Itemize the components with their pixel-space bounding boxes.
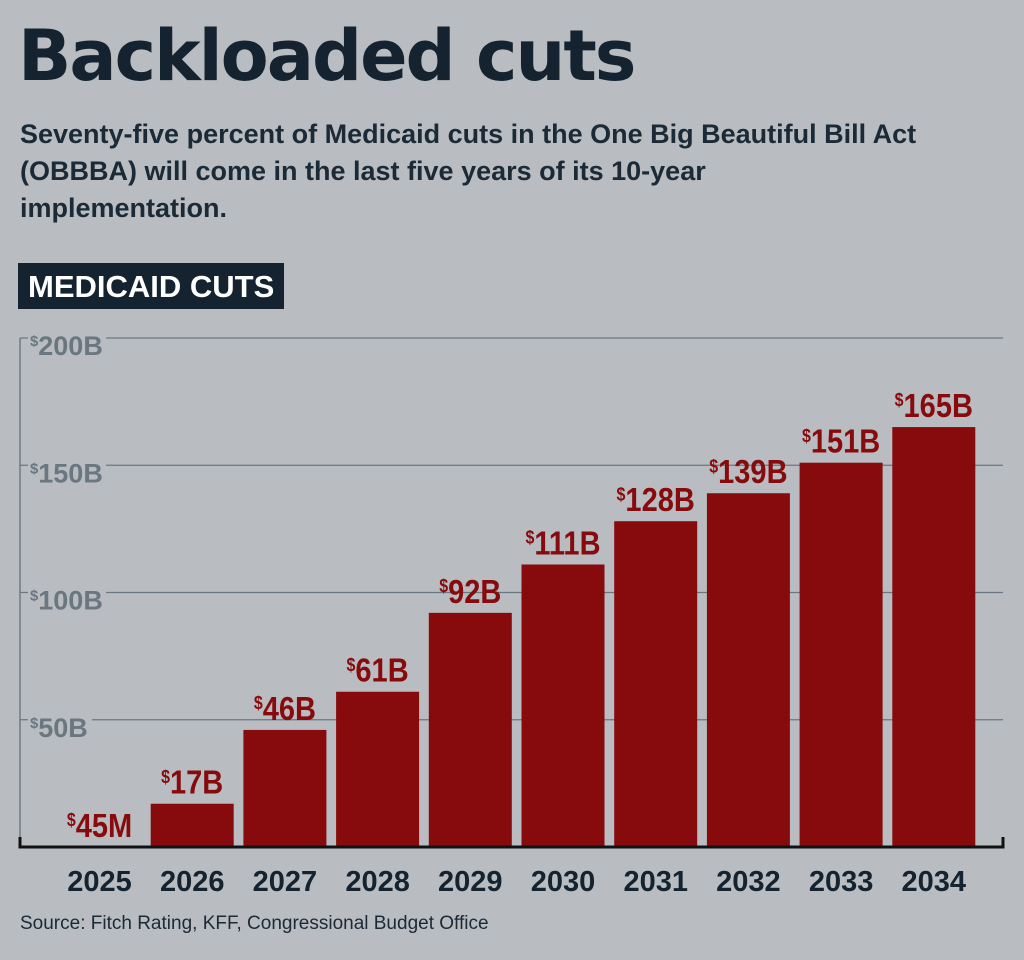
- x-tick-label: 2032: [716, 866, 781, 898]
- bar-2030: [521, 564, 605, 847]
- x-tick-label: 2031: [623, 866, 688, 898]
- bar-2027: [243, 729, 327, 847]
- bar-2033: [799, 462, 883, 847]
- data-label-2030: $111B: [525, 525, 600, 562]
- y-tick-label: $50B: [30, 713, 88, 743]
- x-tick-label: 2030: [531, 866, 596, 898]
- x-tick-label: 2027: [253, 866, 318, 898]
- data-label-2032: $139B: [709, 454, 787, 491]
- x-axis-baseline: [18, 837, 1005, 849]
- data-label-2028: $61B: [347, 652, 409, 689]
- chart-label: MEDICAID CUTS: [18, 263, 285, 309]
- subtitle: Seventy-five percent of Medicaid cuts in…: [20, 119, 917, 223]
- tick-label-bg: [28, 705, 92, 736]
- data-label-2031: $128B: [617, 482, 695, 519]
- bar-2029: [428, 612, 512, 847]
- x-tick-label: 2026: [160, 866, 225, 898]
- y-tick-label: $150B: [30, 458, 103, 488]
- bar-2034: [892, 427, 976, 847]
- bar-2032: [706, 493, 790, 847]
- bar-2028: [336, 691, 420, 847]
- y-tick-label: $200B: [30, 331, 103, 361]
- tick-label-bg: [28, 578, 106, 609]
- bar-2026: [150, 803, 234, 847]
- data-label-2026: $17B: [161, 764, 223, 801]
- bar-2031: [614, 521, 698, 847]
- data-label-2025: $45M: [67, 807, 132, 844]
- page-title: Backloaded cuts: [18, 15, 636, 97]
- bar-chart: $50B $100B $150B $200B $45M 2025 $17B 2026 $46B 2…: [18, 324, 1005, 898]
- y-tick-label: $100B: [30, 586, 103, 616]
- tick-label-bg: [28, 324, 106, 354]
- x-tick-label: 2029: [438, 866, 503, 898]
- data-label-2027: $46B: [254, 690, 316, 727]
- data-label-2033: $151B: [802, 423, 880, 460]
- data-label-2034: $165B: [895, 387, 973, 424]
- x-tick-label: 2028: [345, 866, 410, 898]
- x-tick-label: 2025: [67, 866, 132, 898]
- x-tick-label: 2033: [809, 866, 874, 898]
- tick-label-bg: [28, 451, 106, 482]
- source-note: Source: Fitch Rating, KFF, Congressional…: [20, 913, 489, 934]
- data-label-2029: $92B: [439, 573, 501, 610]
- x-tick-label: 2034: [902, 866, 967, 898]
